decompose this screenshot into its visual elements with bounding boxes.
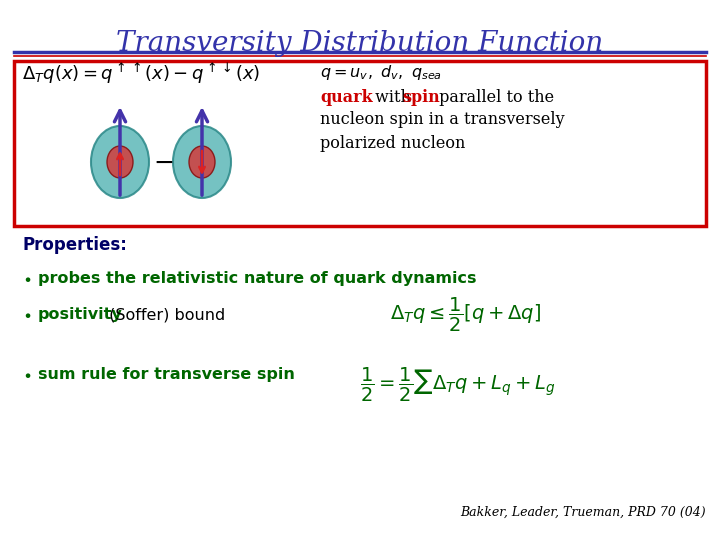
Text: spin: spin: [402, 89, 440, 105]
Ellipse shape: [107, 146, 133, 178]
Text: positivity: positivity: [38, 307, 122, 322]
Text: $\bullet$: $\bullet$: [22, 271, 32, 286]
Text: quark: quark: [320, 89, 373, 105]
Text: $\Delta_T q(x) = q^{\uparrow\uparrow}(x) - q^{\uparrow\downarrow}(x)$: $\Delta_T q(x) = q^{\uparrow\uparrow}(x)…: [22, 62, 260, 86]
FancyBboxPatch shape: [14, 61, 706, 226]
Text: probes the relativistic nature of quark dynamics: probes the relativistic nature of quark …: [38, 271, 477, 286]
Text: with: with: [370, 89, 416, 105]
Text: $\dfrac{1}{2} = \dfrac{1}{2}\sum \Delta_T q + L_q + L_g$: $\dfrac{1}{2} = \dfrac{1}{2}\sum \Delta_…: [360, 366, 556, 404]
Ellipse shape: [189, 146, 215, 178]
Text: $q=u_v,\ d_v,\ q_{sea}$: $q=u_v,\ d_v,\ q_{sea}$: [320, 64, 442, 83]
Text: polarized nucleon: polarized nucleon: [320, 134, 465, 152]
Text: $\bullet$: $\bullet$: [22, 307, 32, 322]
Text: $\bullet$: $\bullet$: [22, 368, 32, 382]
Text: Properties:: Properties:: [22, 236, 127, 254]
Text: $-$: $-$: [153, 151, 173, 173]
Ellipse shape: [173, 126, 231, 198]
Text: Transversity Distribution Function: Transversity Distribution Function: [117, 30, 603, 57]
Ellipse shape: [91, 126, 149, 198]
Text: Bakker, Leader, Trueman, PRD 70 (04): Bakker, Leader, Trueman, PRD 70 (04): [460, 505, 706, 518]
Text: parallel to the: parallel to the: [434, 89, 554, 105]
Text: nucleon spin in a transversely: nucleon spin in a transversely: [320, 111, 564, 129]
Text: sum rule for transverse spin: sum rule for transverse spin: [38, 368, 295, 382]
Text: $\Delta_T q \leq \dfrac{1}{2}\left[q + \Delta q\right]$: $\Delta_T q \leq \dfrac{1}{2}\left[q + \…: [390, 296, 541, 334]
Text: (Soffer) bound: (Soffer) bound: [104, 307, 225, 322]
